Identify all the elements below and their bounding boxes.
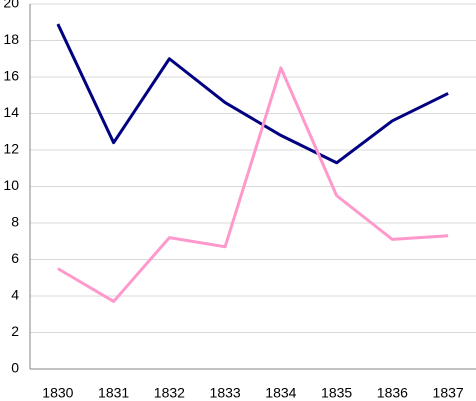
y-tick-label: 18 — [3, 31, 19, 47]
x-tick-label: 1834 — [265, 385, 296, 401]
y-tick-label: 4 — [11, 287, 19, 303]
y-tick-label: 12 — [3, 141, 19, 157]
series-line — [56, 23, 449, 165]
x-tick-label: 1831 — [98, 385, 129, 401]
y-tick-label: 0 — [11, 360, 19, 376]
x-tick-label: 1833 — [210, 385, 241, 401]
x-tick-label: 1830 — [42, 385, 73, 401]
y-tick-label: 8 — [11, 214, 19, 230]
y-tick-label: 10 — [3, 177, 19, 193]
x-tick-label: 1836 — [377, 385, 408, 401]
x-tick-label: 1837 — [433, 385, 464, 401]
series-line — [57, 66, 449, 303]
y-tick-label: 6 — [11, 250, 19, 266]
y-tick-label: 20 — [3, 0, 19, 11]
y-tick-label: 16 — [3, 68, 19, 84]
x-tick-label: 1832 — [154, 385, 185, 401]
x-tick-label: 1835 — [321, 385, 352, 401]
y-tick-label: 14 — [3, 104, 19, 120]
y-tick-label: 2 — [11, 323, 19, 339]
